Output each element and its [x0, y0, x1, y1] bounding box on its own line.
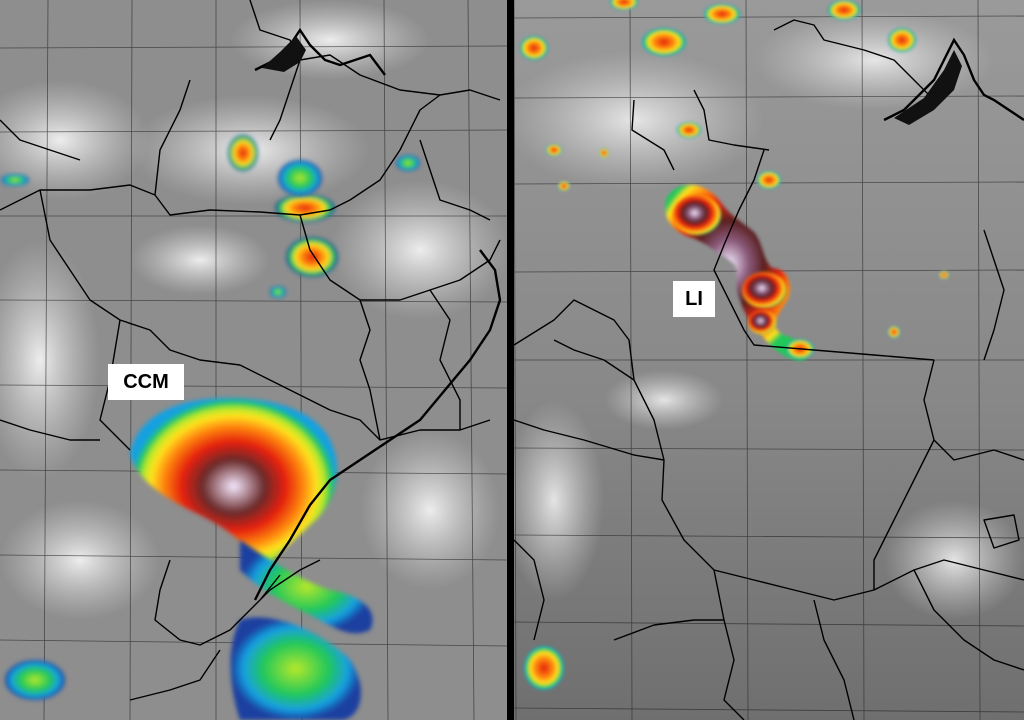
- ccm-label: CCM: [108, 364, 184, 400]
- cloud: [884, 500, 1024, 620]
- cloud: [514, 400, 604, 600]
- storm-cell: [742, 272, 786, 308]
- storm-cell: [757, 171, 781, 189]
- left-satellite-panel: [0, 0, 508, 720]
- river-estuary: [894, 50, 962, 125]
- cloud: [514, 50, 764, 190]
- convective-systems: [520, 0, 949, 690]
- right-satellite-panel: [514, 0, 1024, 720]
- storm-cell: [275, 194, 335, 222]
- storm-cell: [524, 646, 564, 690]
- storm-cell: [278, 160, 322, 196]
- cloud: [0, 500, 160, 620]
- storm-cell: [558, 181, 570, 191]
- storm-cell: [677, 122, 701, 138]
- river-estuary: [262, 36, 306, 72]
- storm-cell: [5, 660, 65, 700]
- cloud: [360, 430, 500, 590]
- storm-cell: [396, 155, 420, 171]
- storm-cell: [828, 0, 860, 20]
- southern-cloud-band: [230, 617, 361, 720]
- storm-cell: [270, 286, 286, 298]
- storm-cell: [642, 28, 686, 56]
- convective-systems: [1, 135, 420, 720]
- political-boundaries: [514, 19, 1024, 720]
- cloud-field: [514, 10, 1024, 620]
- storm-cell: [704, 4, 740, 24]
- storm-cell: [546, 144, 562, 156]
- storm-cell: [520, 36, 548, 60]
- storm-cell: [286, 237, 338, 277]
- storm-cell: [939, 271, 949, 279]
- storm-cell: [610, 0, 638, 10]
- storm-cell: [748, 310, 776, 334]
- storm-cell: [228, 135, 258, 171]
- cloud: [604, 370, 724, 430]
- storm-cell: [599, 148, 609, 158]
- lat-lon-grid: [514, 0, 1024, 720]
- li-label: LI: [673, 281, 715, 317]
- cloud: [130, 225, 270, 295]
- political-boundaries: [0, 0, 501, 701]
- storm-cell: [888, 28, 916, 52]
- storm-cell: [1, 174, 29, 186]
- panel-divider: [507, 0, 514, 720]
- cloud: [0, 80, 150, 200]
- coastline: [883, 37, 1024, 122]
- cloud: [330, 180, 508, 320]
- mesoscale-convective-complex: [130, 397, 338, 575]
- storm-cell: [888, 326, 900, 338]
- cloud-field: [0, 0, 508, 620]
- storm-cell: [673, 195, 721, 235]
